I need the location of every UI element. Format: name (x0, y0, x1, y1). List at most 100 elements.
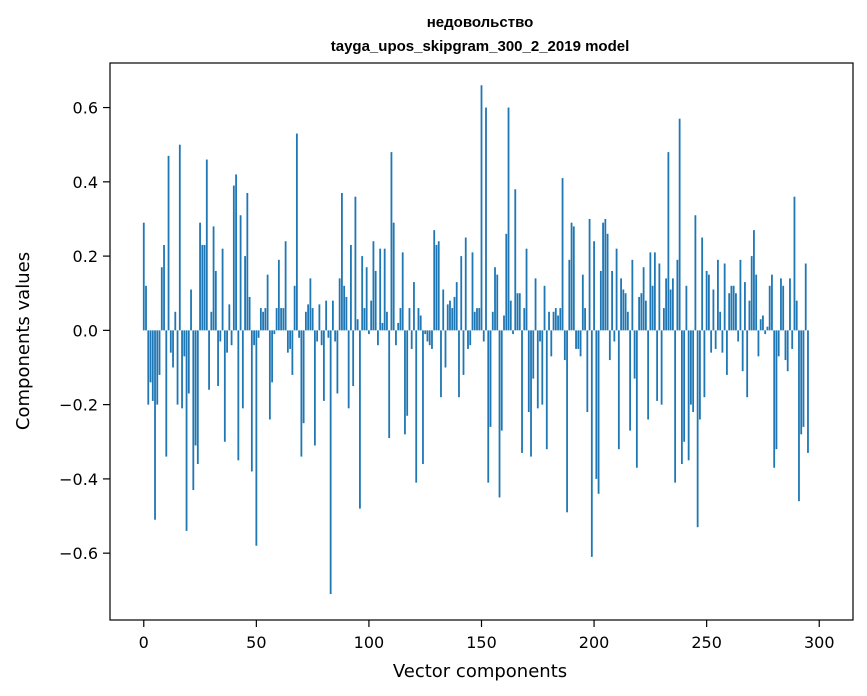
bar (746, 330, 749, 398)
bar (183, 330, 186, 357)
bar (633, 330, 636, 379)
bar (442, 289, 445, 331)
bar (674, 330, 677, 483)
bar (620, 278, 622, 331)
bar (273, 330, 276, 335)
bar (539, 330, 541, 342)
bar (563, 330, 566, 361)
bar (284, 241, 287, 331)
bar (631, 259, 634, 331)
bar (712, 289, 715, 331)
bar (791, 330, 794, 349)
bar (557, 315, 559, 331)
bar (426, 330, 429, 342)
bar (458, 330, 460, 398)
bar (318, 304, 321, 331)
bar (701, 237, 704, 331)
bar (617, 330, 620, 450)
bar (615, 248, 618, 331)
bar (239, 215, 242, 331)
bar (217, 330, 219, 387)
bar (356, 319, 359, 331)
bar (219, 330, 222, 342)
bar (692, 330, 695, 413)
bar (190, 289, 192, 331)
bar (415, 330, 418, 483)
bar (266, 274, 269, 331)
bar (762, 315, 764, 331)
x-tick-label: 250 (691, 633, 722, 652)
bar (710, 330, 713, 353)
bar (708, 274, 710, 331)
bar (694, 215, 697, 331)
bar (192, 330, 195, 491)
bar (590, 330, 593, 557)
bar (160, 267, 163, 331)
bar (494, 267, 496, 331)
bar (789, 278, 791, 331)
bar (759, 319, 762, 331)
bar (656, 330, 659, 401)
bar (172, 330, 174, 368)
bar (147, 330, 150, 405)
bar (755, 274, 758, 331)
bar (521, 330, 523, 453)
bar (649, 252, 652, 331)
bar (527, 330, 530, 413)
bar (744, 282, 746, 331)
bar (347, 330, 350, 409)
bar (440, 330, 442, 398)
bar (699, 330, 701, 420)
bar (359, 330, 361, 509)
bar (606, 233, 609, 331)
bar (169, 330, 172, 353)
bar (512, 330, 514, 335)
bar (410, 330, 413, 349)
bar (208, 330, 210, 390)
bar (658, 263, 661, 331)
bar (255, 330, 258, 546)
bar (671, 278, 674, 331)
bar (662, 308, 665, 331)
bar (467, 330, 469, 349)
x-tick-label: 100 (354, 633, 385, 652)
bar (473, 311, 476, 331)
bar (651, 285, 654, 331)
bar (775, 330, 778, 450)
bar (545, 330, 548, 450)
bar (705, 270, 708, 331)
bar (568, 259, 571, 331)
bar (174, 311, 177, 331)
bar (368, 330, 370, 335)
bar (595, 330, 598, 479)
bar (401, 252, 404, 331)
bar (154, 330, 156, 520)
bar (158, 330, 161, 375)
bar (566, 330, 568, 513)
bar (383, 248, 386, 331)
bar (635, 330, 638, 468)
bar (194, 330, 197, 446)
bar (246, 192, 249, 331)
bar (703, 330, 706, 398)
bar (275, 308, 278, 331)
bar (579, 330, 582, 357)
bar (505, 233, 508, 331)
bar (552, 311, 555, 331)
bar (518, 293, 521, 331)
bar (771, 274, 773, 331)
bar (737, 330, 740, 342)
bar (363, 308, 366, 331)
bar (336, 330, 339, 394)
bar (453, 296, 456, 331)
bar (669, 289, 672, 331)
bar (548, 311, 550, 331)
bar (203, 244, 206, 331)
bar (372, 241, 375, 331)
bar (485, 107, 487, 331)
bar (232, 185, 235, 331)
bar (280, 308, 283, 331)
chart-subtitle: tayga_upos_skipgram_300_2_2019 model (331, 38, 630, 55)
bar (572, 226, 575, 331)
